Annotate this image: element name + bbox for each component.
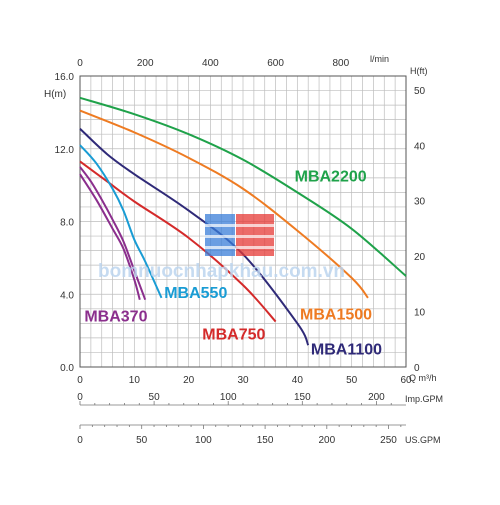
series-label-mba370: MBA370 bbox=[84, 309, 147, 326]
us-gpm-tick-label: 100 bbox=[195, 435, 212, 446]
series-line-mba750 bbox=[79, 160, 277, 323]
series-line-mba1100 bbox=[79, 128, 310, 346]
right-tick-label: 10 bbox=[414, 308, 426, 319]
series-lines bbox=[79, 96, 407, 346]
top-axis-label: l/min bbox=[370, 54, 389, 64]
top-tick-label: 200 bbox=[137, 58, 154, 69]
right-tick-label: 20 bbox=[414, 252, 426, 263]
logo-stripe-1 bbox=[205, 224, 274, 227]
y-axis-label: H(m) bbox=[44, 89, 66, 100]
us-gpm-tick-label: 200 bbox=[318, 435, 335, 446]
x-tick-label: 20 bbox=[183, 375, 195, 386]
series-line-6 bbox=[79, 173, 141, 300]
series-label-mba1500: MBA1500 bbox=[300, 307, 372, 324]
x-tick-label: 60 bbox=[400, 375, 412, 386]
right-tick-label: 30 bbox=[414, 197, 426, 208]
y-tick-label: 4.0 bbox=[60, 290, 74, 301]
x-axis-label: Q m³/h bbox=[409, 373, 437, 383]
series-line-mba1500 bbox=[79, 109, 369, 299]
x-tick-label: 0 bbox=[77, 375, 83, 386]
imp-gpm-tick-label: 150 bbox=[294, 392, 311, 403]
right-tick-label: 40 bbox=[414, 141, 426, 152]
top-tick-label: 600 bbox=[267, 58, 284, 69]
brand-logo bbox=[205, 214, 274, 256]
axes: 0.0 4.0 8.0 12.0 16.0 H(m) 0 10 20 30 40 50 60Q m³/h… bbox=[44, 54, 443, 446]
imp-gpm-tick-label: 100 bbox=[220, 392, 237, 403]
y-tick-label: 16.0 bbox=[55, 72, 75, 83]
imp-gpm-tick-label: 50 bbox=[149, 392, 161, 403]
series-line-mba370 bbox=[79, 166, 147, 301]
x-tick-label: 10 bbox=[129, 375, 141, 386]
x-tick-label: 40 bbox=[292, 375, 304, 386]
us-gpm-tick-label: 250 bbox=[380, 435, 397, 446]
us-gpm-tick-label: 150 bbox=[257, 435, 274, 446]
watermark-text: bomnuocnhapkhau.com.vn bbox=[98, 261, 345, 282]
imp-gpm-tick-label: 0 bbox=[77, 392, 83, 403]
y-tick-label: 12.0 bbox=[55, 145, 75, 156]
series-line-mba2200 bbox=[79, 96, 407, 277]
us-gpm-tick-label: 50 bbox=[136, 435, 148, 446]
right-tick-label: 50 bbox=[414, 86, 426, 97]
imp-gpm-label: Imp.GPM bbox=[405, 394, 443, 404]
x-tick-label: 50 bbox=[346, 375, 358, 386]
y-tick-label: 8.0 bbox=[60, 218, 74, 229]
imp-gpm-tick-label: 200 bbox=[368, 392, 385, 403]
series-label-mba750: MBA750 bbox=[202, 327, 265, 344]
series-label-mba2200: MBA2200 bbox=[295, 168, 367, 185]
series-labels: MBA2200 MBA1500 MBA1100 MBA750 MBA550 MBA370 bbox=[84, 168, 382, 358]
plot-frame bbox=[79, 75, 407, 368]
top-tick-label: 0 bbox=[77, 58, 83, 69]
right-tick-label: 0 bbox=[414, 363, 420, 374]
series-line-mba550 bbox=[79, 144, 163, 299]
us-gpm-label: US.GPM bbox=[405, 435, 441, 445]
us-gpm-tick-label: 0 bbox=[77, 435, 83, 446]
top-tick-label: 800 bbox=[332, 58, 349, 69]
right-axis-label: H(ft) bbox=[410, 66, 428, 76]
y-tick-label: 0.0 bbox=[60, 363, 74, 374]
logo-stripe-2 bbox=[205, 235, 274, 238]
series-label-mba550: MBA550 bbox=[164, 285, 227, 302]
x-tick-label: 30 bbox=[237, 375, 249, 386]
series-label-mba1100: MBA1100 bbox=[311, 341, 382, 358]
top-tick-label: 400 bbox=[202, 58, 219, 69]
logo-stripe-3 bbox=[205, 246, 274, 249]
